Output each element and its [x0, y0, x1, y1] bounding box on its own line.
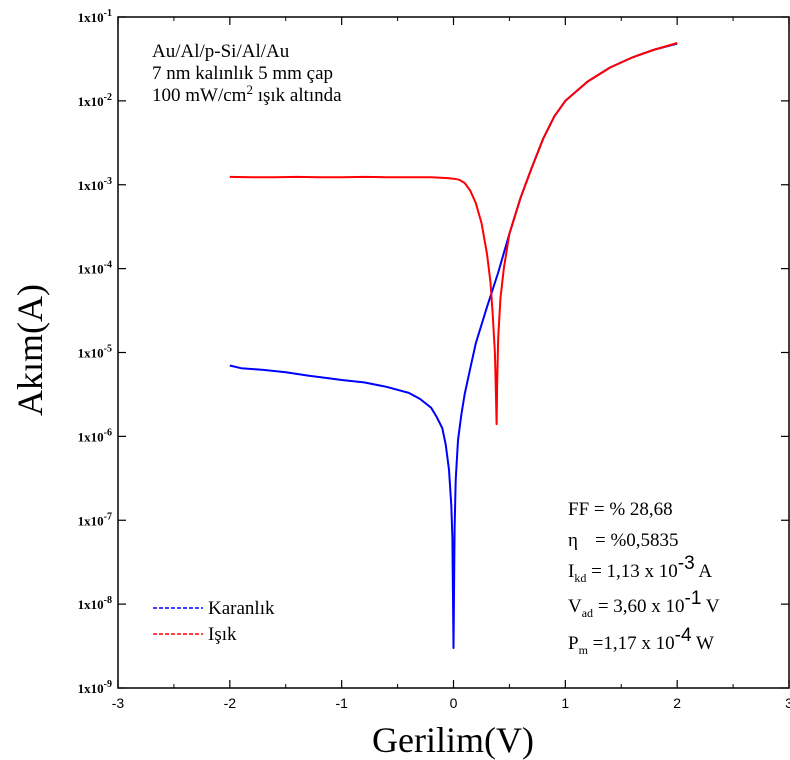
sample-info-block: Au/Al/p-Si/Al/Au7 nm kalınlık 5 mm çap10… [152, 41, 342, 106]
y-axis-label-text: Akım(A) [10, 284, 50, 416]
efficiency-text: η = %0,5835 [568, 530, 679, 551]
y-axis-label: Akım(A) [10, 284, 50, 416]
legend-label-isik: Işık [208, 624, 237, 645]
y-tick-label: 1x10-1 [78, 8, 112, 25]
x-tick-label: 2 [673, 695, 681, 711]
legend-label-karanlik: Karanlık [208, 598, 275, 619]
sample-line-2: 7 nm kalınlık 5 mm çap [152, 63, 333, 84]
y-tick-label: 1x10-8 [78, 595, 112, 612]
sample-line-1: Au/Al/p-Si/Al/Au [152, 41, 290, 62]
y-tick-label: 1x10-3 [78, 176, 112, 193]
x-tick-label: -3 [112, 695, 125, 711]
series-line-isik [229, 42, 678, 426]
x-tick-label: 1 [561, 695, 569, 711]
x-tick-label: -2 [224, 695, 237, 711]
sample-line-3: 100 mW/cm2 ışık altında [152, 82, 342, 106]
x-tick-label: 0 [450, 695, 458, 711]
short-circuit-current-text: Ikd = 1,13 x 10-3 A [568, 553, 712, 585]
open-circuit-voltage-text: Vad = 3,60 x 10-1 V [568, 588, 720, 620]
series-layer [229, 42, 678, 649]
series-line-karanlik [229, 42, 678, 649]
fill-factor-text: FF = % 28,68 [568, 499, 673, 520]
legend: Karanlık Işık [153, 598, 275, 645]
y-tick-label: 1x10-4 [78, 260, 112, 277]
y-tick-label: 1x10-5 [78, 344, 112, 361]
y-tick-label: 1x10-7 [78, 511, 112, 528]
axes: -3 -2 -1 0 1 2 3 1x10-9 1x10-8 1x10-7 1x10-6 1x10-5… [78, 8, 790, 711]
y-tick-label: 1x10-9 [78, 679, 112, 696]
x-tick-label: 3 [785, 695, 790, 711]
y-tick-label: 1x10-6 [78, 427, 112, 444]
x-tick-label: -1 [335, 695, 348, 711]
y-tick-label: 1x10-2 [78, 92, 112, 109]
max-power-text: Pm =1,17 x 10-4 W [568, 625, 714, 657]
x-axis-label: Gerilim(V) [372, 720, 534, 760]
